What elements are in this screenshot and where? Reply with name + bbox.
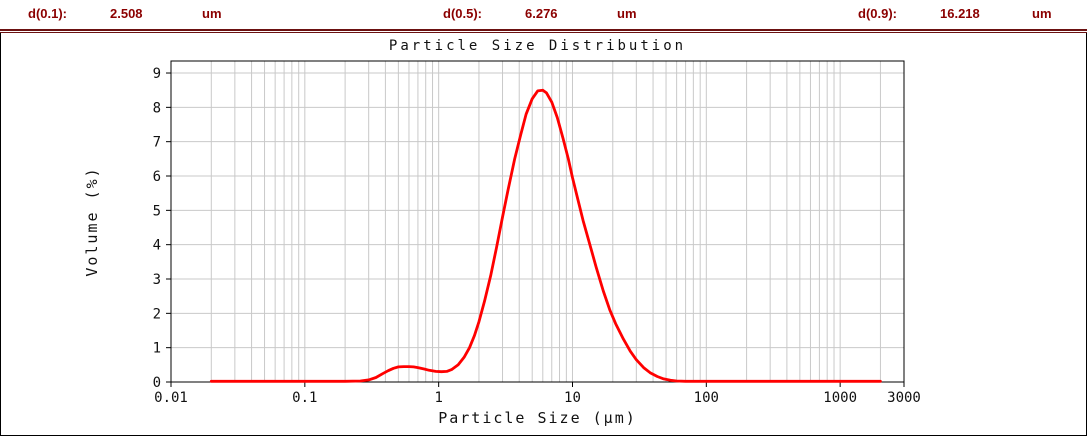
x-tick-label: 3000: [887, 390, 921, 406]
x-tick-label: 0.1: [292, 390, 317, 406]
y-tick-label: 4: [153, 238, 161, 254]
grid-lines: [171, 61, 904, 382]
y-tick-label: 1: [153, 341, 161, 357]
x-tick-label: 100: [694, 390, 719, 406]
y-tick-label: 0: [153, 375, 161, 391]
d90-unit: um: [1032, 6, 1052, 21]
y-tick-label: 6: [153, 169, 161, 185]
d10-label: d(0.1):: [28, 6, 67, 21]
d90-label: d(0.9):: [858, 6, 897, 21]
chart-title: Particle Size Distribution: [389, 38, 686, 54]
x-tick-label: 1000: [823, 390, 857, 406]
x-ticks: [170, 382, 905, 387]
dvalues-header: d(0.1): 2.508 um d(0.5): 6.276 um d(0.9)…: [0, 0, 1087, 29]
header-divider: [0, 29, 1087, 33]
x-tick-label: 0.01: [154, 390, 188, 406]
y-tick-label: 3: [153, 272, 161, 288]
x-tick-label: 1: [434, 390, 442, 406]
x-tick-label: 10: [564, 390, 581, 406]
d50-value: 6.276: [525, 6, 558, 21]
y-tick-label: 9: [153, 66, 161, 82]
d10-unit: um: [202, 6, 222, 21]
y-tick-label: 5: [153, 203, 161, 219]
d10-group: d(0.1): 2.508 um: [28, 6, 222, 21]
plot-border: [170, 60, 905, 383]
chart-panel: Particle Size Distribution 0.01 0.1 1 10 100 1…: [0, 33, 1087, 436]
y-axis-title: Volume (%): [83, 166, 101, 276]
x-axis-title: Particle Size (µm): [438, 409, 637, 427]
d90-group: d(0.9): 16.218 um: [858, 6, 1052, 21]
y-tick-label: 2: [153, 306, 161, 322]
d90-value: 16.218: [940, 6, 980, 21]
d50-group: d(0.5): 6.276 um: [443, 6, 637, 21]
y-tick-label: 8: [153, 100, 161, 116]
volume-curve: [209, 88, 882, 383]
d50-label: d(0.5):: [443, 6, 482, 21]
y-ticks: [166, 72, 171, 383]
d10-value: 2.508: [110, 6, 143, 21]
y-tick-label: 7: [153, 135, 161, 151]
d50-unit: um: [617, 6, 637, 21]
